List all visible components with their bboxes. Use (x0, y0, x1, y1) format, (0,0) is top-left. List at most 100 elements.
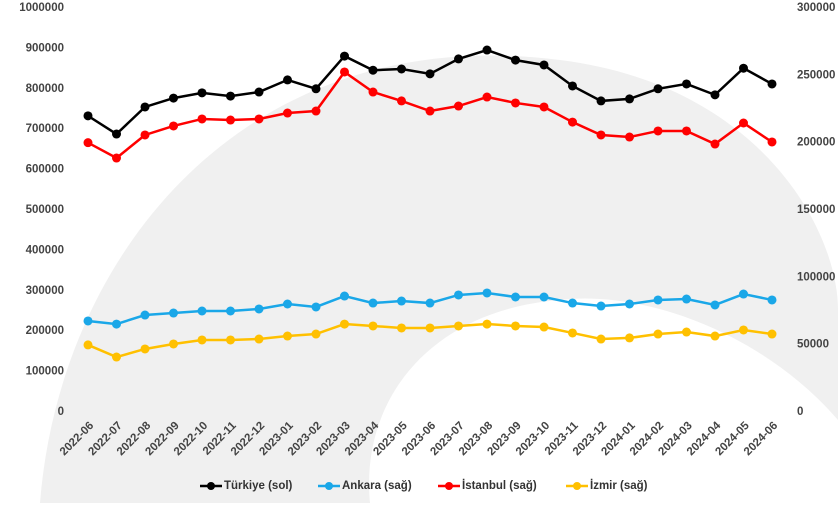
y-tick-label: 600000 (26, 164, 64, 176)
data-point (340, 319, 349, 329)
y2-tick-label: 200000 (797, 137, 835, 149)
data-point (112, 129, 121, 139)
data-point (710, 90, 720, 100)
data-point (767, 137, 777, 147)
data-point (568, 328, 577, 338)
data-point (511, 292, 520, 302)
data-point (653, 126, 663, 136)
data-point (539, 60, 549, 70)
data-point (140, 130, 150, 140)
data-point (739, 325, 748, 335)
data-point (682, 126, 691, 136)
data-point (368, 65, 378, 75)
data-point (226, 335, 235, 345)
data-point (397, 64, 406, 74)
data-point (425, 106, 435, 116)
data-point (112, 319, 121, 329)
data-point (311, 84, 321, 94)
data-point (482, 288, 492, 298)
legend-label: Türkiye (sol) (224, 480, 293, 492)
y-tick-label: 300000 (26, 285, 64, 297)
data-point (454, 101, 463, 111)
data-point (682, 79, 691, 89)
data-point (482, 92, 492, 102)
data-point (140, 344, 150, 354)
data-point (425, 69, 435, 79)
data-point (397, 323, 406, 333)
data-point (625, 94, 634, 104)
data-point (197, 88, 207, 98)
data-point (197, 335, 207, 345)
data-point (710, 331, 720, 341)
data-point (254, 304, 264, 314)
data-point (767, 329, 777, 339)
data-point (682, 294, 691, 304)
data-point (539, 292, 549, 302)
y2-tick-label: 0 (797, 406, 803, 418)
data-point (397, 296, 406, 306)
y2-tick-label: 150000 (797, 204, 835, 216)
legend-marker (573, 482, 581, 490)
data-point (739, 289, 748, 299)
y-tick-label: 700000 (26, 123, 64, 135)
data-point (511, 321, 520, 331)
data-point (682, 327, 691, 337)
data-point (425, 323, 435, 333)
data-point (482, 319, 492, 329)
data-point (112, 352, 121, 362)
data-point (169, 308, 178, 318)
data-point (596, 334, 606, 344)
data-point (425, 298, 435, 308)
data-point (454, 321, 463, 331)
data-point (140, 102, 150, 112)
data-point (368, 321, 378, 331)
data-point (368, 298, 378, 308)
y-tick-label: 800000 (26, 83, 64, 95)
data-point (596, 96, 606, 106)
legend-label: İzmir (sağ) (590, 479, 648, 492)
data-point (169, 339, 178, 349)
data-point (482, 45, 492, 55)
data-point (568, 117, 577, 127)
y2-tick-label: 250000 (797, 69, 835, 81)
data-point (283, 75, 292, 85)
legend-label: Ankara (sağ) (342, 480, 412, 492)
legend-marker (207, 482, 215, 490)
legend-item: İzmir (sağ) (566, 479, 648, 492)
data-point (739, 118, 748, 128)
data-point (454, 290, 463, 300)
data-point (397, 96, 406, 106)
data-point (140, 310, 150, 320)
data-point (197, 114, 207, 124)
y-tick-label: 400000 (26, 244, 64, 256)
y-tick-label: 100000 (26, 366, 64, 378)
y2-tick-label: 50000 (797, 339, 829, 351)
data-point (226, 115, 235, 125)
data-point (83, 316, 93, 326)
data-point (625, 132, 634, 142)
background-watermark (40, 55, 838, 503)
legend-marker (325, 482, 333, 490)
data-point (539, 102, 549, 112)
data-point (311, 302, 321, 312)
data-point (596, 130, 606, 140)
data-point (653, 84, 663, 94)
data-point (767, 295, 777, 305)
data-point (710, 139, 720, 149)
y2-tick-label: 300000 (797, 2, 835, 14)
data-point (625, 333, 634, 343)
data-point (368, 87, 378, 97)
data-point (511, 98, 520, 108)
data-point (169, 121, 178, 131)
data-point (511, 55, 520, 65)
data-point (197, 306, 207, 316)
legend-item: Türkiye (sol) (200, 480, 293, 492)
legend-item: İstanbul (sağ) (438, 479, 537, 492)
data-point (283, 108, 292, 118)
data-point (283, 299, 292, 309)
data-point (83, 340, 93, 350)
data-point (767, 79, 777, 89)
legend-item: Ankara (sağ) (318, 480, 412, 492)
y-tick-label: 500000 (26, 204, 64, 216)
